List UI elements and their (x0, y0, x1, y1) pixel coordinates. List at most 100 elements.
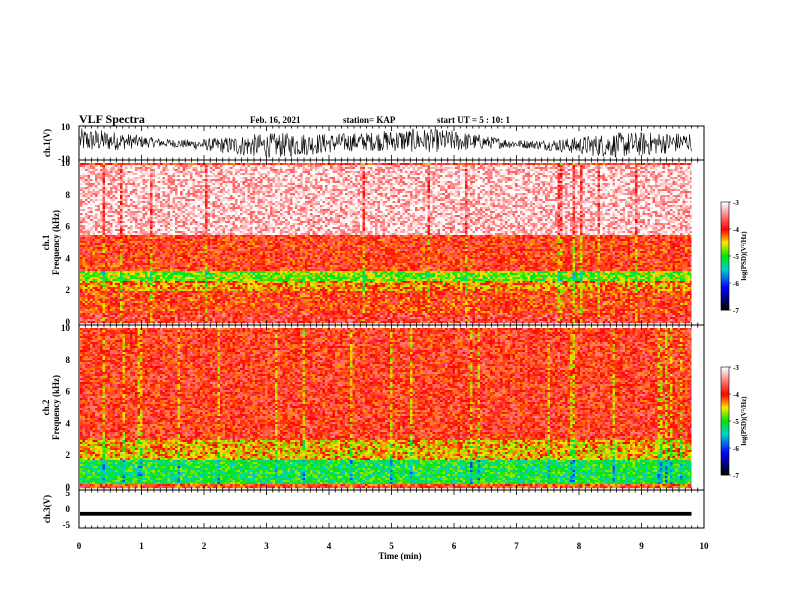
spectrogram-cell (130, 217, 133, 220)
spectrogram-cell (150, 287, 153, 290)
spectrogram-cell (235, 165, 238, 168)
spectrogram-cell (102, 309, 106, 312)
spectrogram-cell (122, 297, 126, 300)
spectrogram-cell (80, 313, 83, 316)
spectrogram-cell (95, 245, 98, 248)
spectrogram-cell (175, 293, 178, 296)
spectrogram-cell (150, 255, 153, 258)
spectrogram-cell (90, 309, 93, 312)
spectrogram-cell (205, 247, 208, 250)
spectrogram-cell (102, 319, 106, 322)
spectrogram-cell (197, 267, 201, 270)
spectrogram-cell (122, 269, 126, 272)
spectrogram-cell (125, 181, 128, 184)
spectrogram-cell (190, 169, 193, 172)
spectrogram-cell (205, 301, 208, 304)
spectrogram-cell (197, 289, 201, 292)
spectrogram-cell (180, 185, 183, 188)
spectrogram-cell (225, 249, 228, 252)
spectrogram-cell (125, 263, 128, 266)
spectrogram-cell (222, 321, 226, 324)
spectrogram-cell (197, 249, 201, 252)
spectrogram-cell (195, 281, 198, 284)
spectrogram-cell (97, 247, 101, 250)
spectrogram-cell (117, 223, 121, 226)
spectrogram-cell (127, 221, 131, 224)
spectrogram-cell (190, 177, 193, 180)
spectrogram-cell (162, 297, 166, 300)
spectrogram-cell (90, 285, 93, 288)
spectrogram-cell (137, 279, 141, 282)
spectrogram-cell (167, 287, 171, 290)
spectrogram-cell (207, 259, 211, 262)
spectrogram-cell (170, 305, 173, 308)
spectrogram-cell (160, 259, 163, 262)
spectrogram-cell (230, 307, 233, 310)
spectrogram-cell (117, 247, 121, 250)
spectrogram-cell (170, 283, 173, 286)
spectrogram-cell (140, 213, 143, 216)
spectrogram-cell (162, 229, 166, 232)
spectrogram-cell (185, 245, 188, 248)
spectrogram-cell (122, 195, 126, 198)
spectrogram-cell (232, 315, 236, 318)
spectrogram-cell (155, 169, 158, 172)
spectrogram-cell (155, 199, 158, 202)
spectrogram-cell (115, 177, 118, 180)
spectrogram-cell (160, 303, 163, 306)
spectrogram-cell (227, 261, 231, 264)
spectrogram-cell (217, 279, 221, 282)
spectrogram-cell (210, 213, 213, 216)
spectrogram-cell (150, 191, 153, 194)
spectrogram-cell (170, 309, 173, 312)
spectrogram-cell (227, 237, 231, 240)
spectrogram-cell (210, 313, 213, 316)
spectrogram-cell (120, 257, 123, 260)
spectrogram-cell (117, 303, 121, 306)
spectrogram-cell (205, 173, 208, 176)
spectrogram-cell (210, 171, 213, 174)
spectrogram-cell (180, 169, 183, 172)
spectrogram-cell (222, 167, 226, 170)
spectrogram-cell (142, 303, 146, 306)
spectrogram-cell (172, 221, 176, 224)
spectrogram-cell (187, 309, 191, 312)
spectrogram-cell (222, 219, 226, 222)
spectrogram-cell (212, 179, 216, 182)
spectrogram-cell (232, 311, 236, 314)
spectrogram-cell (207, 197, 211, 200)
spectrogram-cell (187, 181, 191, 184)
spectrogram-cell (190, 165, 193, 168)
spectrogram-cell (155, 179, 158, 182)
spectrogram-cell (197, 247, 201, 250)
spectrogram-cell (137, 195, 141, 198)
spectrogram-cell (140, 169, 143, 172)
spectrogram-cell (185, 213, 188, 216)
spectrogram-cell (185, 203, 188, 206)
spectrogram-cell (130, 295, 133, 298)
spectrogram-cell (232, 203, 236, 206)
spectrogram-cell (107, 225, 111, 228)
spectrogram-cell (152, 217, 156, 220)
spectrogram-cell (110, 173, 113, 176)
spectrogram-cell (165, 287, 168, 290)
spectrogram-cell (147, 313, 151, 316)
spectrogram-cell (140, 287, 143, 290)
spectrogram-cell (160, 185, 163, 188)
spectrogram-cell (160, 257, 163, 260)
spectrogram-cell (120, 249, 123, 252)
spectrogram-cell (110, 253, 113, 256)
spectrogram-cell (130, 315, 133, 318)
spectrogram-cell (107, 209, 111, 212)
spectrogram-cell (90, 229, 93, 232)
spectrogram-cell (142, 167, 146, 170)
spectrogram-cell (187, 191, 191, 194)
spectrogram-cell (95, 239, 98, 242)
spectrogram-cell (142, 263, 146, 266)
spectrogram-cell (157, 177, 161, 180)
spectrogram-cell (180, 253, 183, 256)
spectrogram-cell (92, 261, 96, 264)
spectrogram-cell (122, 237, 126, 240)
spectrogram-cell (197, 165, 201, 168)
spectrogram-cell (117, 305, 121, 308)
